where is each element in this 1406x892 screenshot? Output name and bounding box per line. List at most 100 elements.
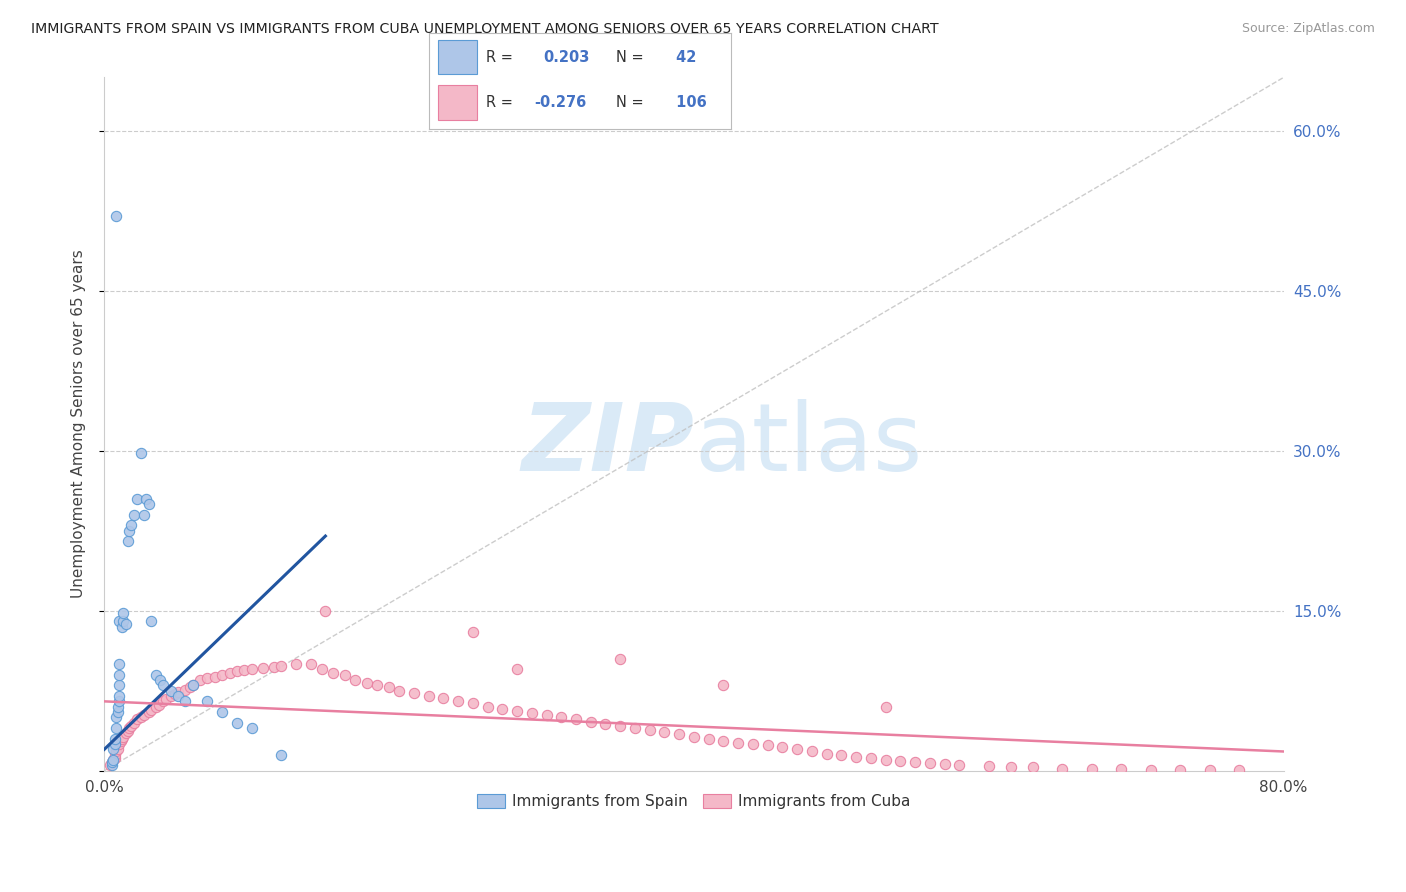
Point	[211, 705, 233, 719]
Point	[624, 721, 647, 735]
Point	[135, 491, 157, 506]
Point	[366, 678, 388, 692]
Text: N =: N =	[616, 95, 648, 110]
Point	[226, 665, 249, 679]
Text: R =: R =	[486, 95, 517, 110]
Point	[402, 686, 425, 700]
Point	[152, 694, 174, 708]
Point	[110, 734, 132, 748]
Text: N =: N =	[616, 50, 648, 64]
Text: IMMIGRANTS FROM SPAIN VS IMMIGRANTS FROM CUBA UNEMPLOYMENT AMONG SENIORS OVER 65: IMMIGRANTS FROM SPAIN VS IMMIGRANTS FROM…	[31, 22, 939, 37]
Point	[536, 708, 558, 723]
Point	[388, 683, 411, 698]
Point	[141, 615, 163, 629]
Point	[477, 699, 499, 714]
Point	[181, 678, 204, 692]
Point	[934, 757, 956, 772]
Point	[117, 724, 139, 739]
Point	[211, 667, 233, 681]
Point	[461, 625, 484, 640]
Point	[149, 673, 172, 687]
Point	[1081, 762, 1104, 776]
Point	[1000, 760, 1022, 774]
Point	[159, 689, 181, 703]
Point	[218, 665, 240, 680]
Point	[179, 681, 201, 695]
Point	[118, 524, 141, 538]
Point	[595, 716, 617, 731]
Point	[506, 662, 529, 676]
Point	[314, 604, 336, 618]
Point	[713, 734, 735, 748]
Point	[204, 670, 226, 684]
Point	[263, 660, 285, 674]
Point	[108, 689, 131, 703]
Point	[240, 721, 263, 735]
Point	[107, 705, 129, 719]
Point	[115, 616, 138, 631]
Point	[343, 673, 366, 687]
Y-axis label: Unemployment Among Seniors over 65 years: Unemployment Among Seniors over 65 years	[72, 250, 86, 599]
Point	[120, 719, 142, 733]
Point	[104, 737, 127, 751]
Point	[1140, 763, 1163, 777]
Point	[1022, 760, 1045, 774]
Point	[875, 753, 897, 767]
Legend: Immigrants from Spain, Immigrants from Cuba: Immigrants from Spain, Immigrants from C…	[471, 788, 917, 815]
Point	[683, 730, 706, 744]
Point	[506, 704, 529, 718]
Point	[270, 747, 292, 762]
Point	[105, 744, 128, 758]
Point	[108, 678, 131, 692]
Point	[104, 747, 127, 762]
Point	[713, 678, 735, 692]
Point	[122, 508, 145, 522]
Point	[112, 615, 135, 629]
Point	[100, 758, 122, 772]
Point	[125, 491, 148, 506]
Point	[299, 657, 322, 671]
Text: atlas: atlas	[695, 399, 922, 491]
Point	[120, 518, 142, 533]
Point	[112, 606, 135, 620]
Point	[520, 706, 543, 720]
Point	[668, 727, 690, 741]
Point	[270, 659, 292, 673]
Point	[904, 755, 927, 769]
Point	[491, 702, 513, 716]
Point	[108, 615, 131, 629]
Point	[107, 742, 129, 756]
Text: ZIP: ZIP	[522, 399, 695, 491]
Point	[129, 710, 152, 724]
Point	[418, 689, 440, 703]
Point	[104, 751, 127, 765]
Text: 0.203: 0.203	[544, 50, 591, 64]
Point	[875, 699, 897, 714]
Text: 42: 42	[671, 50, 696, 64]
Point	[845, 749, 868, 764]
Point	[167, 685, 190, 699]
Point	[800, 744, 823, 758]
Point	[165, 687, 187, 701]
Point	[111, 620, 134, 634]
Point	[815, 747, 838, 761]
Point	[226, 715, 249, 730]
Point	[356, 676, 378, 690]
Point	[105, 209, 128, 223]
Point	[155, 692, 177, 706]
Text: R =: R =	[486, 50, 517, 64]
Point	[148, 698, 170, 712]
Point	[159, 683, 181, 698]
Point	[830, 747, 852, 762]
Point	[697, 731, 720, 746]
Point	[104, 731, 127, 746]
Point	[125, 713, 148, 727]
Point	[252, 661, 274, 675]
Point	[111, 731, 134, 746]
Point	[333, 667, 356, 681]
Point	[609, 651, 631, 665]
Point	[118, 721, 141, 735]
Point	[786, 742, 808, 756]
Point	[1111, 762, 1133, 776]
Point	[432, 691, 454, 706]
